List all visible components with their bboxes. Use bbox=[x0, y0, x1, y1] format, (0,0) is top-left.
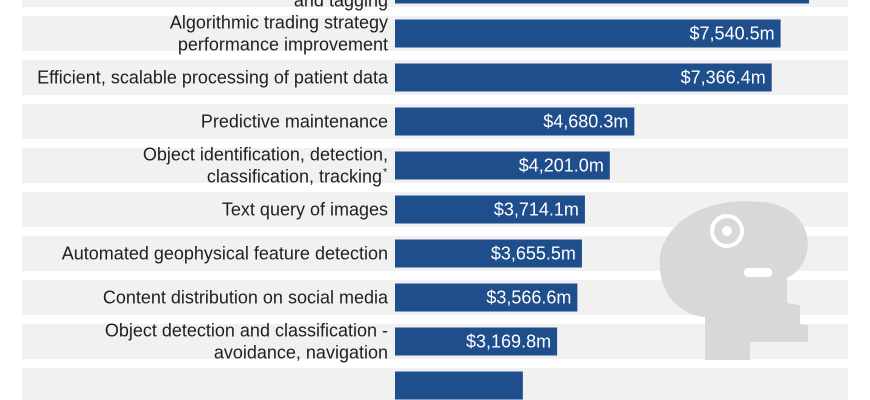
value-label: $3,566.6m bbox=[486, 288, 571, 308]
value-label: $7,366.4m bbox=[681, 68, 766, 88]
category-label: Object identification, detection, bbox=[143, 145, 388, 165]
bar bbox=[395, 327, 558, 356]
bar-layer bbox=[395, 0, 810, 400]
value-label: $3,169.8m bbox=[466, 332, 551, 352]
value-label: $4,680.3m bbox=[543, 112, 628, 132]
footnote-mark: * bbox=[383, 167, 388, 179]
bar bbox=[395, 63, 772, 92]
category-label: Content distribution on social media bbox=[103, 288, 389, 308]
category-label: Text query of images bbox=[222, 200, 388, 220]
bar bbox=[395, 19, 781, 48]
bar bbox=[395, 371, 523, 400]
value-label: $7,540.5m bbox=[690, 24, 775, 44]
robot-head-icon bbox=[659, 201, 808, 360]
bar bbox=[395, 0, 810, 4]
category-label: classification, tracking bbox=[207, 167, 382, 187]
value-label-layer: $8,097.9m$7,540.5m$7,366.4m$4,680.3m$4,2… bbox=[466, 24, 775, 352]
category-label: Efficient, scalable processing of patien… bbox=[37, 68, 389, 88]
category-label: Predictive maintenance bbox=[201, 112, 388, 132]
category-label: Algorithmic trading strategy bbox=[170, 13, 388, 33]
value-label: $4,201.0m bbox=[519, 156, 604, 176]
value-label: $3,655.5m bbox=[491, 244, 576, 264]
category-label: Object detection and classification - bbox=[105, 321, 388, 341]
bar bbox=[395, 151, 610, 180]
category-label: performance improvement bbox=[178, 35, 388, 55]
category-label: and tagging bbox=[294, 0, 388, 11]
bar bbox=[395, 107, 635, 136]
bar bbox=[395, 283, 578, 312]
category-label: Automated geophysical feature detection bbox=[62, 244, 388, 264]
bar bbox=[395, 239, 582, 268]
category-label-layer: Static image recognition, classification… bbox=[37, 0, 389, 363]
bar bbox=[395, 195, 585, 224]
value-label: $3,714.1m bbox=[494, 200, 579, 220]
category-label: avoidance, navigation bbox=[214, 343, 388, 363]
